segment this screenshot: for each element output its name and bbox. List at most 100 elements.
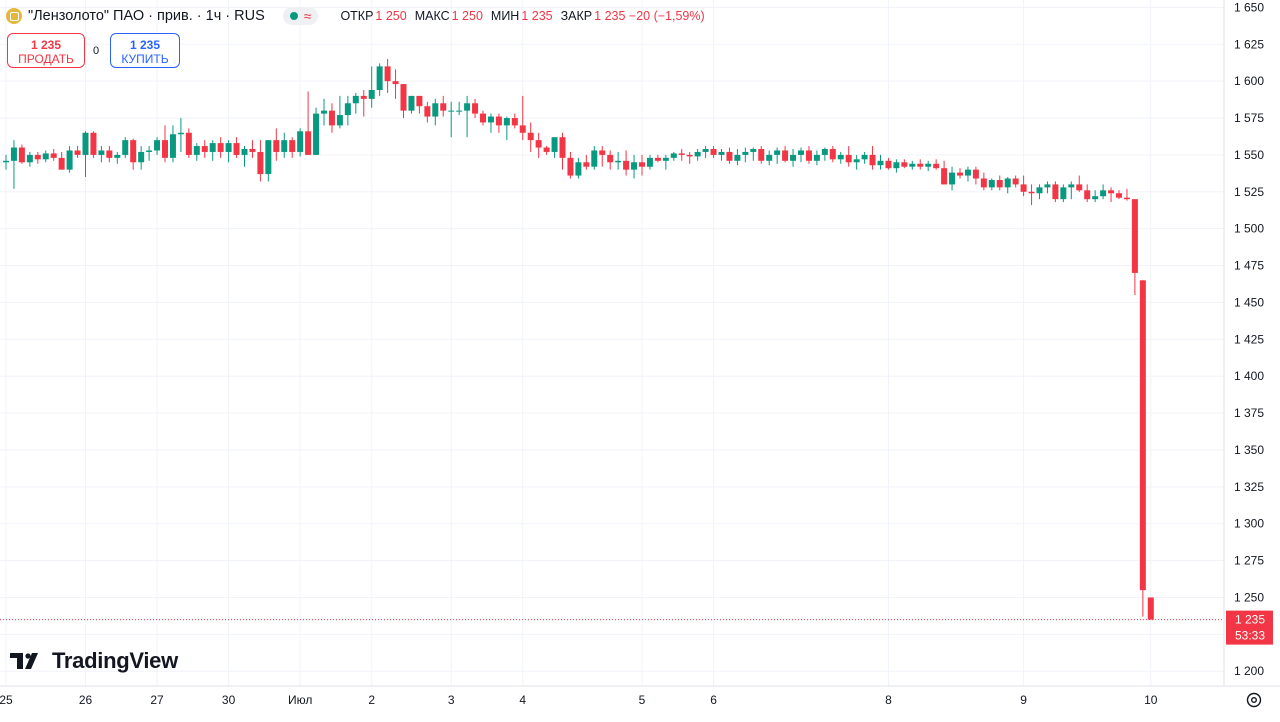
candle-countdown: 53:33 [1235,629,1265,643]
candle [1131,199,1138,296]
candle [885,157,892,170]
candle-body [281,140,288,152]
candle [646,154,653,170]
candle [225,140,232,163]
candle-body [1092,196,1099,200]
tradingview-logo[interactable]: TradingView [10,648,178,674]
candle [503,116,510,141]
symbol-title[interactable]: "Лензолото" ПАО · прив. · 1ч · RUS [28,8,265,24]
candle [98,146,105,163]
y-tick-label: 1 500 [1234,222,1264,236]
candle-body [631,162,638,170]
candle-body [615,160,622,163]
candle [805,146,812,164]
candle-body [694,151,701,157]
candle-body [114,154,121,158]
candle [1060,184,1067,203]
candle-body [869,154,876,166]
candle [654,154,661,163]
x-tick-label: 5 [639,693,646,707]
candle-body [662,157,669,161]
candle [368,66,375,108]
buy-button[interactable]: 1 235 КУПИТЬ [110,33,180,68]
candle [702,146,709,158]
candle [615,151,622,170]
candle [591,146,598,170]
candle-body [185,132,192,155]
candle [1147,597,1154,620]
candle [130,138,137,170]
close-value: 1 235 −20 (−1,59%) [594,9,705,23]
candle [933,159,940,170]
candle [1044,181,1051,194]
candle [1100,184,1107,200]
x-tick-label: 4 [519,693,526,707]
candle [209,140,216,161]
candle [766,150,773,166]
settings-gear-icon[interactable] [1244,690,1264,710]
sell-button[interactable]: 1 235 ПРОДАТЬ [7,33,85,68]
candle [201,140,208,158]
candle-body [511,118,518,126]
candle [305,91,312,155]
candle [472,98,479,119]
candle [782,146,789,163]
candle [344,95,351,126]
candle-body [1004,178,1011,188]
candle [718,149,725,161]
price-axis: 1 650 1 625 1 600 1 575 1 550 1 525 1 500 1 475… [1234,0,1264,678]
candle [114,151,121,164]
candle [790,149,797,167]
candle [662,154,669,170]
candle [511,113,518,129]
candle [941,160,948,185]
candle-body [591,150,598,167]
candle [599,146,606,167]
high-value: 1 250 [451,9,483,23]
y-tick-label: 1 275 [1234,554,1264,568]
candle [631,154,638,179]
candle-body [567,157,574,176]
candle [273,128,280,161]
candle [66,146,73,173]
candle [639,154,645,176]
candle-body [225,143,232,152]
candle [869,146,876,170]
candle [1028,184,1035,206]
candle [774,147,781,164]
market-status-pill[interactable]: ≈ [282,7,319,25]
candle-body [646,157,653,167]
candle-body [941,168,948,185]
candle [535,132,542,158]
x-tick-label: 8 [885,693,892,707]
candle-body [138,151,145,163]
y-tick-label: 1 525 [1234,185,1264,199]
candle [949,166,956,191]
candle [742,147,749,163]
candle [877,154,884,170]
candle-body [774,150,781,155]
candle-body [813,154,820,161]
candle-body [376,66,383,90]
x-tick-label: 6 [710,693,717,707]
candle-body [726,151,733,161]
candle-body [1028,191,1035,194]
candle [424,101,431,123]
candle-body [702,149,709,152]
candle [575,157,582,179]
candle [18,144,25,164]
sell-label: ПРОДАТЬ [18,52,74,66]
candle [972,166,979,185]
candle [177,118,184,152]
open-value: 1 250 [375,9,407,23]
candle [249,140,256,158]
candle-body [1123,197,1130,200]
delayed-data-icon: ≈ [303,8,312,24]
candle-body [1012,178,1019,185]
candle-body [885,160,892,169]
candle [925,160,932,172]
candle-body [98,150,105,155]
candle-body [122,140,129,155]
candle [694,149,701,161]
